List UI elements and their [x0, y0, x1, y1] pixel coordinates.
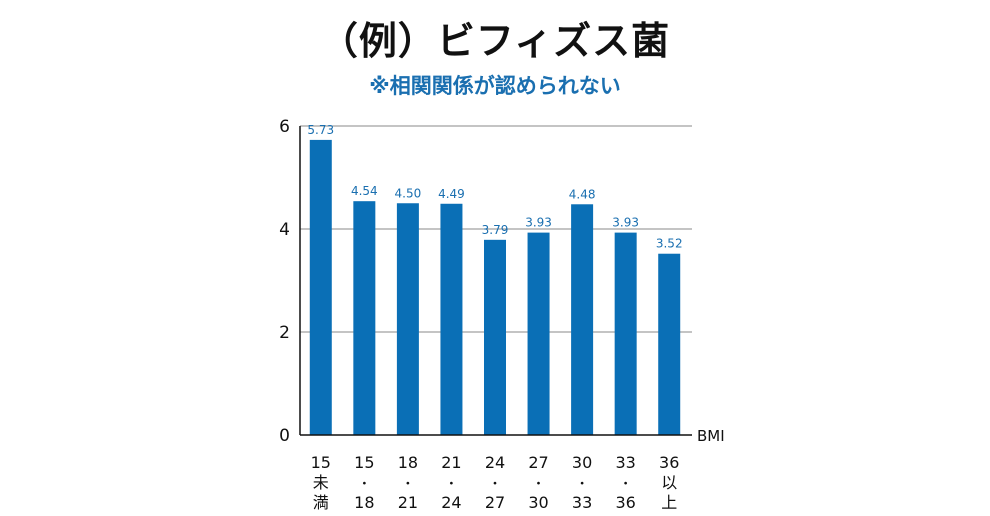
x-tick-label: 21	[398, 493, 418, 512]
x-tick-label: ・	[445, 477, 458, 492]
x-tick-label: 21	[441, 453, 461, 472]
x-axis-title: BMI	[697, 427, 725, 445]
x-tick-label: 以	[661, 473, 677, 492]
x-tick-label: 30	[572, 453, 592, 472]
bar-value-label: 4.48	[569, 187, 596, 201]
y-tick-label: 6	[279, 117, 290, 137]
x-tick-label: 27	[528, 453, 548, 472]
x-tick-label: 24	[485, 453, 505, 472]
x-tick-label: 上	[661, 493, 677, 512]
chart-subtitle: ※相関関係が認められない	[369, 74, 621, 98]
x-tick-label: 33	[572, 493, 592, 512]
x-tick-label: 15	[311, 453, 331, 472]
bar	[440, 203, 463, 435]
x-tick-label: 27	[485, 493, 505, 512]
bar	[527, 232, 550, 435]
bar-value-label: 3.52	[656, 237, 683, 251]
axes	[299, 126, 692, 436]
bar	[614, 232, 637, 435]
x-tick-label: 18	[398, 453, 418, 472]
x-tick-label: 33	[615, 453, 635, 472]
bar-value-label: 4.50	[395, 186, 422, 200]
bar	[571, 204, 594, 435]
chart-title: （例）ビフィズス菌	[319, 19, 671, 63]
bar-value-label: 3.79	[482, 223, 509, 237]
y-tick-label: 0	[279, 426, 290, 446]
x-tick-label: ・	[358, 477, 371, 492]
x-tick-label: 30	[528, 493, 548, 512]
x-tick-label: 未	[313, 473, 329, 492]
labels: 0246BMI5.7315未満4.5415・184.5018・214.4921・…	[279, 117, 724, 512]
bar-value-label: 3.93	[612, 216, 639, 230]
bar-value-label: 4.54	[351, 184, 378, 198]
x-tick-label: ・	[619, 477, 632, 492]
x-tick-label: 24	[441, 493, 461, 512]
bar-value-label: 4.49	[438, 187, 465, 201]
y-tick-label: 2	[279, 323, 290, 343]
x-tick-label: ・	[401, 477, 414, 492]
x-tick-label: 18	[354, 493, 374, 512]
x-tick-label: 満	[313, 493, 329, 512]
bar	[353, 201, 376, 435]
x-tick-label: 36	[659, 453, 679, 472]
y-tick-label: 4	[279, 220, 290, 240]
x-tick-label: ・	[576, 477, 589, 492]
bar	[396, 203, 419, 435]
bar	[309, 139, 332, 435]
x-tick-label: ・	[532, 477, 545, 492]
bar-value-label: 3.93	[525, 216, 552, 230]
bar	[484, 239, 506, 435]
bars	[309, 139, 681, 435]
x-tick-label: 15	[354, 453, 374, 472]
x-tick-label: 36	[615, 493, 635, 512]
bar-value-label: 5.73	[307, 123, 334, 137]
x-tick-label: ・	[488, 477, 501, 492]
bar	[658, 253, 681, 435]
